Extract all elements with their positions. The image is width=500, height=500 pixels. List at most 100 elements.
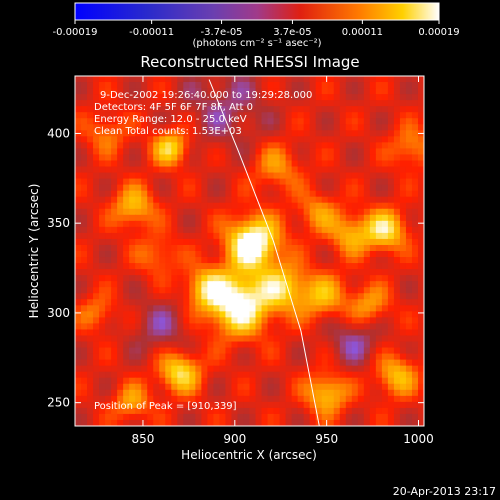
heatmap-cell — [279, 365, 287, 373]
heatmap-cell — [225, 287, 233, 294]
heatmap-cell — [207, 118, 214, 125]
heatmap-cell — [123, 214, 130, 222]
heatmap-cell — [177, 190, 184, 198]
heatmap-cell — [351, 112, 359, 119]
heatmap-cell — [225, 365, 233, 373]
heatmap-cell — [219, 130, 227, 137]
heatmap-cell — [105, 275, 112, 282]
heatmap-cell — [363, 305, 371, 312]
heatmap-cell — [165, 323, 172, 331]
heatmap-cell — [153, 329, 160, 337]
heatmap-cell — [369, 76, 377, 83]
heatmap-cell — [261, 118, 269, 125]
heatmap-cell — [243, 166, 251, 174]
heatmap-cell — [315, 389, 323, 397]
heatmap-cell — [123, 341, 130, 349]
heatmap-cell — [375, 263, 383, 270]
heatmap-cell — [315, 130, 323, 137]
heatmap-cell — [345, 232, 353, 240]
heatmap-cell — [117, 419, 124, 426]
heatmap-cell — [129, 166, 136, 174]
heatmap-cell — [399, 389, 407, 397]
heatmap-cell — [75, 251, 82, 258]
heatmap-cell — [75, 244, 82, 252]
heatmap-cell — [405, 251, 413, 258]
heatmap-cell — [231, 377, 239, 385]
heatmap-cell — [345, 118, 353, 125]
heatmap-cell — [75, 220, 82, 228]
heatmap-cell — [93, 371, 100, 379]
heatmap-cell — [369, 238, 377, 246]
heatmap-cell — [297, 419, 305, 426]
heatmap-cell — [111, 184, 118, 192]
heatmap-cell — [405, 419, 413, 426]
heatmap-cell — [357, 263, 365, 270]
heatmap-cell — [249, 353, 257, 361]
heatmap-cell — [417, 317, 424, 325]
heatmap-cell — [273, 112, 281, 119]
heatmap-cell — [339, 401, 347, 409]
heatmap-cell — [381, 172, 389, 180]
heatmap-cell — [399, 124, 407, 131]
heatmap-cell — [99, 419, 106, 426]
heatmap-cell — [105, 136, 112, 143]
heatmap-cell — [81, 232, 88, 240]
heatmap-cell — [141, 244, 148, 252]
heatmap-cell — [345, 347, 353, 355]
heatmap-cell — [213, 299, 221, 306]
heatmap-cell — [237, 335, 245, 343]
heatmap-cell — [231, 347, 239, 355]
heatmap-cell — [345, 323, 353, 331]
heatmap-cell — [237, 214, 245, 222]
heatmap-cell — [393, 317, 401, 325]
heatmap-cell — [135, 353, 142, 361]
heatmap-cell — [345, 244, 353, 252]
heatmap-cell — [75, 82, 82, 89]
heatmap-cell — [171, 335, 178, 343]
heatmap-cell — [153, 359, 160, 367]
heatmap-cell — [357, 154, 365, 162]
heatmap-cell — [285, 154, 293, 162]
heatmap-cell — [177, 407, 184, 415]
heatmap-cell — [105, 401, 112, 409]
heatmap-cell — [147, 112, 154, 119]
heatmap-cell — [99, 94, 106, 101]
heatmap-cell — [105, 172, 112, 180]
heatmap-cell — [237, 130, 245, 137]
heatmap-cell — [237, 190, 245, 198]
heatmap-cell — [255, 88, 263, 95]
heatmap-cell — [111, 154, 118, 162]
heatmap-cell — [225, 76, 233, 83]
heatmap-cell — [411, 154, 419, 162]
heatmap-cell — [171, 244, 178, 252]
heatmap-cell — [375, 232, 383, 240]
heatmap-cell — [327, 401, 335, 409]
heatmap-cell — [93, 377, 100, 385]
heatmap-cell — [123, 347, 130, 355]
heatmap-cell — [201, 202, 208, 210]
heatmap-cell — [363, 407, 371, 415]
heatmap-cell — [267, 76, 275, 83]
heatmap-cell — [345, 311, 353, 318]
heatmap-cell — [339, 305, 347, 312]
heatmap-cell — [327, 100, 335, 107]
heatmap-cell — [129, 317, 136, 325]
heatmap-cell — [291, 154, 299, 162]
heatmap-cell — [87, 341, 94, 349]
heatmap-cell — [351, 299, 359, 306]
heatmap-cell — [291, 118, 299, 125]
heatmap-cell — [303, 341, 311, 349]
heatmap-cell — [345, 208, 353, 216]
heatmap-cell — [135, 293, 142, 300]
heatmap-cell — [405, 118, 413, 125]
heatmap-cell — [111, 407, 118, 415]
heatmap-cell — [147, 269, 154, 276]
heatmap-cell — [393, 232, 401, 240]
heatmap-cell — [123, 371, 130, 379]
heatmap-cell — [207, 251, 214, 258]
heatmap-cell — [303, 263, 311, 270]
heatmap-cell — [213, 395, 221, 403]
heatmap-cell — [351, 154, 359, 162]
heatmap-cell — [219, 184, 227, 192]
heatmap-cell — [363, 335, 371, 343]
